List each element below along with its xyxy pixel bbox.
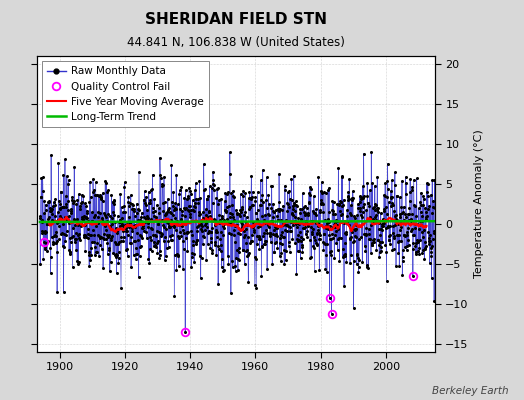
Legend: Raw Monthly Data, Quality Control Fail, Five Year Moving Average, Long-Term Tren: Raw Monthly Data, Quality Control Fail, … [42, 61, 209, 127]
Text: 44.841 N, 106.838 W (United States): 44.841 N, 106.838 W (United States) [127, 36, 345, 49]
Text: SHERIDAN FIELD STN: SHERIDAN FIELD STN [145, 12, 327, 27]
Y-axis label: Temperature Anomaly (°C): Temperature Anomaly (°C) [474, 130, 484, 278]
Text: Berkeley Earth: Berkeley Earth [432, 386, 508, 396]
